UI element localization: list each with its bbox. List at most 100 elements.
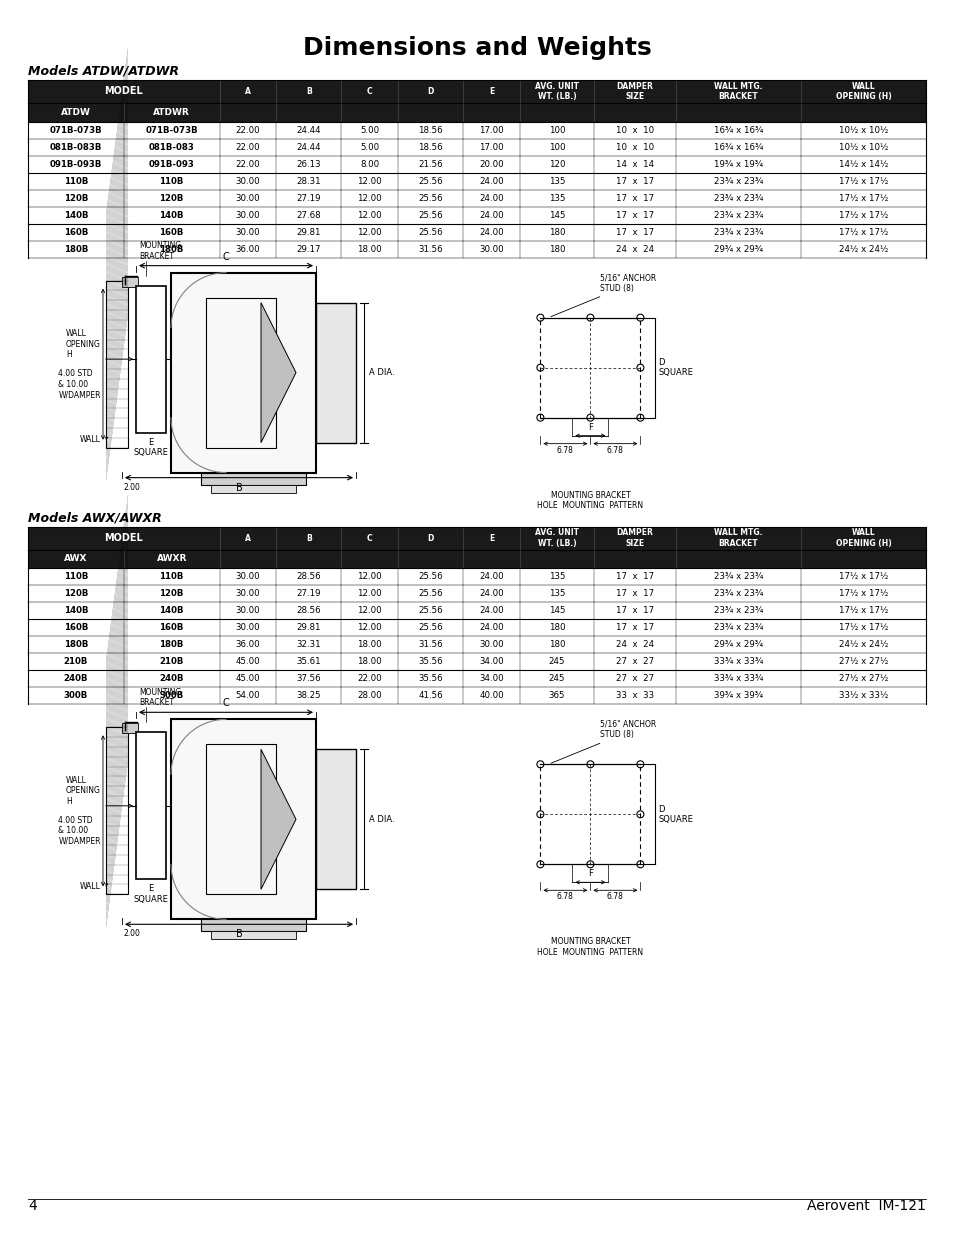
Text: 24  x  24: 24 x 24: [615, 640, 653, 650]
Text: 18.00: 18.00: [357, 640, 382, 650]
Text: 30.00: 30.00: [478, 245, 503, 253]
Text: F: F: [587, 422, 592, 432]
Text: 21.56: 21.56: [418, 159, 442, 169]
Text: 18.00: 18.00: [357, 245, 382, 253]
Text: MOUNTING
BRACKET: MOUNTING BRACKET: [139, 241, 181, 261]
Text: 24.44: 24.44: [296, 143, 321, 152]
Text: 22.00: 22.00: [235, 159, 260, 169]
Text: 4.00 STD
& 10.00
W/DAMPER: 4.00 STD & 10.00 W/DAMPER: [58, 369, 101, 399]
Text: 160B: 160B: [64, 227, 88, 237]
Text: Models ATDW/ATDWR: Models ATDW/ATDWR: [28, 65, 179, 78]
Text: B: B: [306, 534, 312, 542]
Text: 17  x  17: 17 x 17: [615, 606, 653, 615]
Text: MOUNTING BRACKET
HOLE  MOUNTING  PATTERN: MOUNTING BRACKET HOLE MOUNTING PATTERN: [537, 937, 642, 957]
Text: 10½ x 10½: 10½ x 10½: [838, 126, 887, 135]
Text: 16¾ x 16¾: 16¾ x 16¾: [713, 143, 762, 152]
Text: 24  x  24: 24 x 24: [615, 245, 653, 253]
Text: ATDW: ATDW: [61, 107, 91, 117]
Text: 120B: 120B: [64, 589, 88, 598]
Text: 45.00: 45.00: [235, 657, 260, 667]
Text: C: C: [222, 698, 229, 709]
Text: 17  x  17: 17 x 17: [615, 572, 653, 582]
Text: B: B: [235, 929, 242, 940]
Text: 6.78: 6.78: [557, 446, 574, 454]
Text: 10  x  10: 10 x 10: [615, 126, 653, 135]
Text: 27.19: 27.19: [296, 194, 321, 203]
Text: 24.00: 24.00: [478, 606, 503, 615]
Text: 245: 245: [548, 657, 565, 667]
Text: 12.00: 12.00: [357, 177, 382, 185]
Text: WALL
OPENING (H): WALL OPENING (H): [835, 529, 890, 548]
Text: WALL MTG.
BRACKET: WALL MTG. BRACKET: [713, 529, 761, 548]
Text: 29.17: 29.17: [296, 245, 321, 253]
Text: E: E: [489, 534, 494, 542]
Text: 41.56: 41.56: [418, 692, 442, 700]
Text: 24.00: 24.00: [478, 572, 503, 582]
Text: 180B: 180B: [159, 245, 184, 253]
Bar: [315, 303, 355, 442]
Text: 12.00: 12.00: [357, 194, 382, 203]
Text: 240B: 240B: [64, 674, 88, 683]
Text: F: F: [587, 869, 592, 878]
Text: 12.00: 12.00: [357, 227, 382, 237]
Text: 25.56: 25.56: [418, 572, 442, 582]
Bar: [315, 750, 355, 889]
Bar: [201, 473, 306, 484]
Text: 120B: 120B: [159, 589, 184, 598]
Text: 28.56: 28.56: [296, 572, 321, 582]
Bar: [28, 688, 925, 704]
Text: WALL: WALL: [80, 435, 101, 445]
Text: 210B: 210B: [159, 657, 184, 667]
Text: 160B: 160B: [159, 624, 184, 632]
Text: 23¾ x 23¾: 23¾ x 23¾: [713, 624, 762, 632]
Text: 180: 180: [548, 227, 565, 237]
Text: 39¾ x 39¾: 39¾ x 39¾: [713, 692, 762, 700]
Text: 12.00: 12.00: [357, 211, 382, 220]
Text: 35.56: 35.56: [418, 674, 442, 683]
Text: 16¾ x 16¾: 16¾ x 16¾: [713, 126, 762, 135]
Text: C: C: [367, 86, 373, 96]
Text: 25.56: 25.56: [418, 227, 442, 237]
Bar: [106, 280, 128, 447]
Bar: [122, 277, 138, 287]
Text: 32.31: 32.31: [296, 640, 321, 650]
Text: 110B: 110B: [64, 177, 88, 185]
Bar: [171, 273, 315, 473]
Text: 245: 245: [548, 674, 565, 683]
Text: E: E: [489, 86, 494, 96]
Text: 24.00: 24.00: [478, 589, 503, 598]
Text: 28.56: 28.56: [296, 606, 321, 615]
Text: 5/16" ANCHOR
STUD (8): 5/16" ANCHOR STUD (8): [599, 273, 656, 293]
Text: 23¾ x 23¾: 23¾ x 23¾: [713, 572, 762, 582]
Text: 17  x  17: 17 x 17: [615, 589, 653, 598]
Text: 27  x  27: 27 x 27: [615, 657, 653, 667]
Text: 180: 180: [548, 640, 565, 650]
Text: MODEL: MODEL: [104, 86, 143, 96]
Bar: [28, 206, 925, 224]
Text: 17  x  17: 17 x 17: [615, 177, 653, 185]
Text: 23¾ x 23¾: 23¾ x 23¾: [713, 589, 762, 598]
Bar: [28, 241, 925, 258]
Text: 300B: 300B: [159, 692, 184, 700]
Text: WALL MTG.
BRACKET: WALL MTG. BRACKET: [713, 82, 761, 101]
Text: AWX: AWX: [64, 555, 88, 563]
Text: 20.00: 20.00: [478, 159, 503, 169]
Text: 30.00: 30.00: [235, 211, 260, 220]
Text: B: B: [306, 86, 312, 96]
Text: 135: 135: [548, 572, 565, 582]
Text: E
SQUARE: E SQUARE: [133, 437, 169, 457]
Text: 081B-083: 081B-083: [149, 143, 194, 152]
Text: 30.00: 30.00: [235, 194, 260, 203]
Text: 365: 365: [548, 692, 565, 700]
Text: 30.00: 30.00: [235, 606, 260, 615]
Bar: [136, 732, 166, 879]
Text: 25.56: 25.56: [418, 211, 442, 220]
Text: 33¾ x 33¾: 33¾ x 33¾: [713, 657, 762, 667]
Bar: [136, 285, 166, 432]
Text: 100: 100: [548, 143, 565, 152]
Text: 120B: 120B: [159, 194, 184, 203]
Text: 29.81: 29.81: [296, 227, 321, 237]
Text: 2.00: 2.00: [124, 483, 141, 492]
Text: 27½ x 27½: 27½ x 27½: [838, 657, 887, 667]
Text: 210B: 210B: [64, 657, 88, 667]
